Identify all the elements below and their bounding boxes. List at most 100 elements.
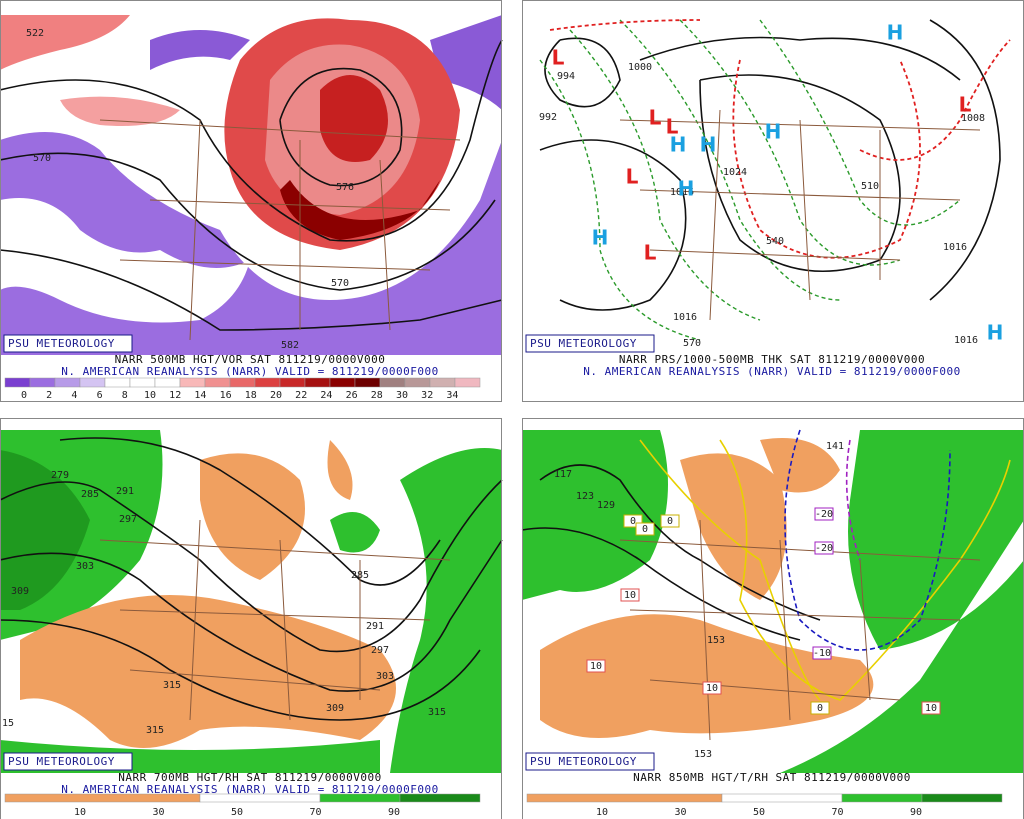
temp-box	[812, 646, 832, 660]
contour-label: 510	[861, 181, 879, 192]
contour-label: 1016	[954, 335, 978, 346]
credit: PSU METEOROLOGY	[8, 755, 115, 768]
colorbar-segment	[129, 377, 156, 388]
map-pressure	[522, 12, 1024, 355]
contour-label: 123	[576, 491, 594, 502]
colorbar-label: 70	[309, 807, 321, 818]
colorbar-label: 30	[152, 807, 164, 818]
temp-label: -20	[815, 509, 833, 520]
colorbar-label: 90	[388, 807, 400, 818]
colorbar-segment	[399, 793, 481, 803]
colorbar-segment	[721, 793, 843, 803]
colorbar-label: 10	[596, 807, 608, 818]
contour-label: 303	[76, 561, 94, 572]
colorbar-label: 34	[446, 390, 458, 401]
contour-label: 297	[119, 514, 137, 525]
pressure-center: H	[765, 120, 782, 144]
map-subtitle: N. AMERICAN REANALYSIS (NARR) VALID = 81…	[583, 365, 961, 378]
credit: PSU METEOROLOGY	[530, 337, 637, 350]
contour-label: 303	[376, 671, 394, 682]
temp-box	[702, 681, 722, 695]
temp-label: 10	[925, 703, 937, 714]
colorbar-label: 70	[831, 807, 843, 818]
colorbar-segment	[404, 377, 431, 388]
temp-label: 0	[817, 703, 823, 714]
colorbar-segment	[254, 377, 281, 388]
pressure-center: L	[959, 93, 972, 117]
colorbar-label: 0	[21, 390, 27, 401]
temp-box	[635, 522, 655, 536]
map-subtitle: N. AMERICAN REANALYSIS (NARR) VALID = 81…	[61, 365, 439, 378]
colorbar-segment	[79, 377, 106, 388]
colorbar-label: 14	[194, 390, 206, 401]
pressure-center: H	[887, 21, 904, 45]
colorbar-segment	[354, 377, 381, 388]
contour-label: 291	[116, 486, 134, 497]
colorbar-segment	[329, 377, 356, 388]
colorbar-segment	[54, 377, 81, 388]
contour-label: 315	[163, 680, 181, 691]
contour-label: 315	[146, 725, 164, 736]
contour-label: 570	[683, 338, 701, 349]
colorbar-label: 10	[144, 390, 156, 401]
contour-label: 992	[539, 112, 557, 123]
temp-box	[586, 659, 606, 673]
map-title: NARR PRS/1000-500MB THK SAT 811219/0000V…	[619, 353, 925, 366]
colorbar-segment	[526, 793, 723, 803]
colorbar-segment	[921, 793, 1003, 803]
colorbar-segment	[4, 793, 201, 803]
credit: PSU METEOROLOGY	[530, 755, 637, 768]
pressure-center: H	[670, 133, 687, 157]
contour-label: 1008	[961, 113, 985, 124]
temp-box	[660, 514, 680, 528]
colorbar-label: 6	[97, 390, 103, 401]
pressure-center: H	[987, 321, 1004, 345]
contour-label: 315	[428, 707, 446, 718]
pressure-center: H	[678, 177, 695, 201]
pressure-center: H	[592, 226, 609, 250]
contour-label: 1016	[943, 242, 967, 253]
credit-box	[3, 752, 133, 771]
colorbar-label: 4	[71, 390, 77, 401]
colorbar-segment	[429, 377, 456, 388]
colorbar-label: 32	[421, 390, 433, 401]
colorbar-label: 8	[122, 390, 128, 401]
contour-label: 291	[366, 621, 384, 632]
contour-label: 15	[2, 718, 14, 729]
colorbar-label: 20	[270, 390, 282, 401]
temp-label: 10	[590, 661, 602, 672]
contour-label: 141	[826, 441, 844, 452]
pressure-center: L	[649, 106, 662, 130]
colorbar-label: 18	[245, 390, 257, 401]
contour-label: 570	[331, 278, 349, 289]
contour-label: 279	[51, 470, 69, 481]
contour-label: 1024	[723, 167, 747, 178]
colorbar-label: 30	[396, 390, 408, 401]
temp-box	[921, 701, 941, 715]
colorbar-segment	[29, 377, 56, 388]
map-title: NARR 850MB HGT/T/RH SAT 811219/0000V000	[633, 771, 911, 784]
colorbar-label: 30	[674, 807, 686, 818]
colorbar-label: 50	[753, 807, 765, 818]
contour-label: 994	[557, 71, 575, 82]
colorbar-segment	[179, 377, 206, 388]
temp-label: 0	[642, 524, 648, 535]
colorbar-label: 28	[371, 390, 383, 401]
colorbar-segment	[454, 377, 481, 388]
colorbar-label: 10	[74, 807, 86, 818]
colorbar-segment	[199, 793, 321, 803]
colorbar-segment	[279, 377, 306, 388]
temp-label: -20	[815, 543, 833, 554]
contour-label: 309	[11, 586, 29, 597]
temp-label: 10	[624, 590, 636, 601]
temp-label: 0	[667, 516, 673, 527]
panel-frame	[0, 0, 502, 402]
map-title: NARR 700MB HGT/RH SAT 811219/0000V000	[118, 771, 382, 784]
pressure-center: L	[626, 165, 639, 189]
pressure-center: H	[700, 133, 717, 157]
colorbar-segment	[841, 793, 923, 803]
contour-label: 297	[371, 645, 389, 656]
temp-label: 10	[706, 683, 718, 694]
colorbar-label: 90	[910, 807, 922, 818]
